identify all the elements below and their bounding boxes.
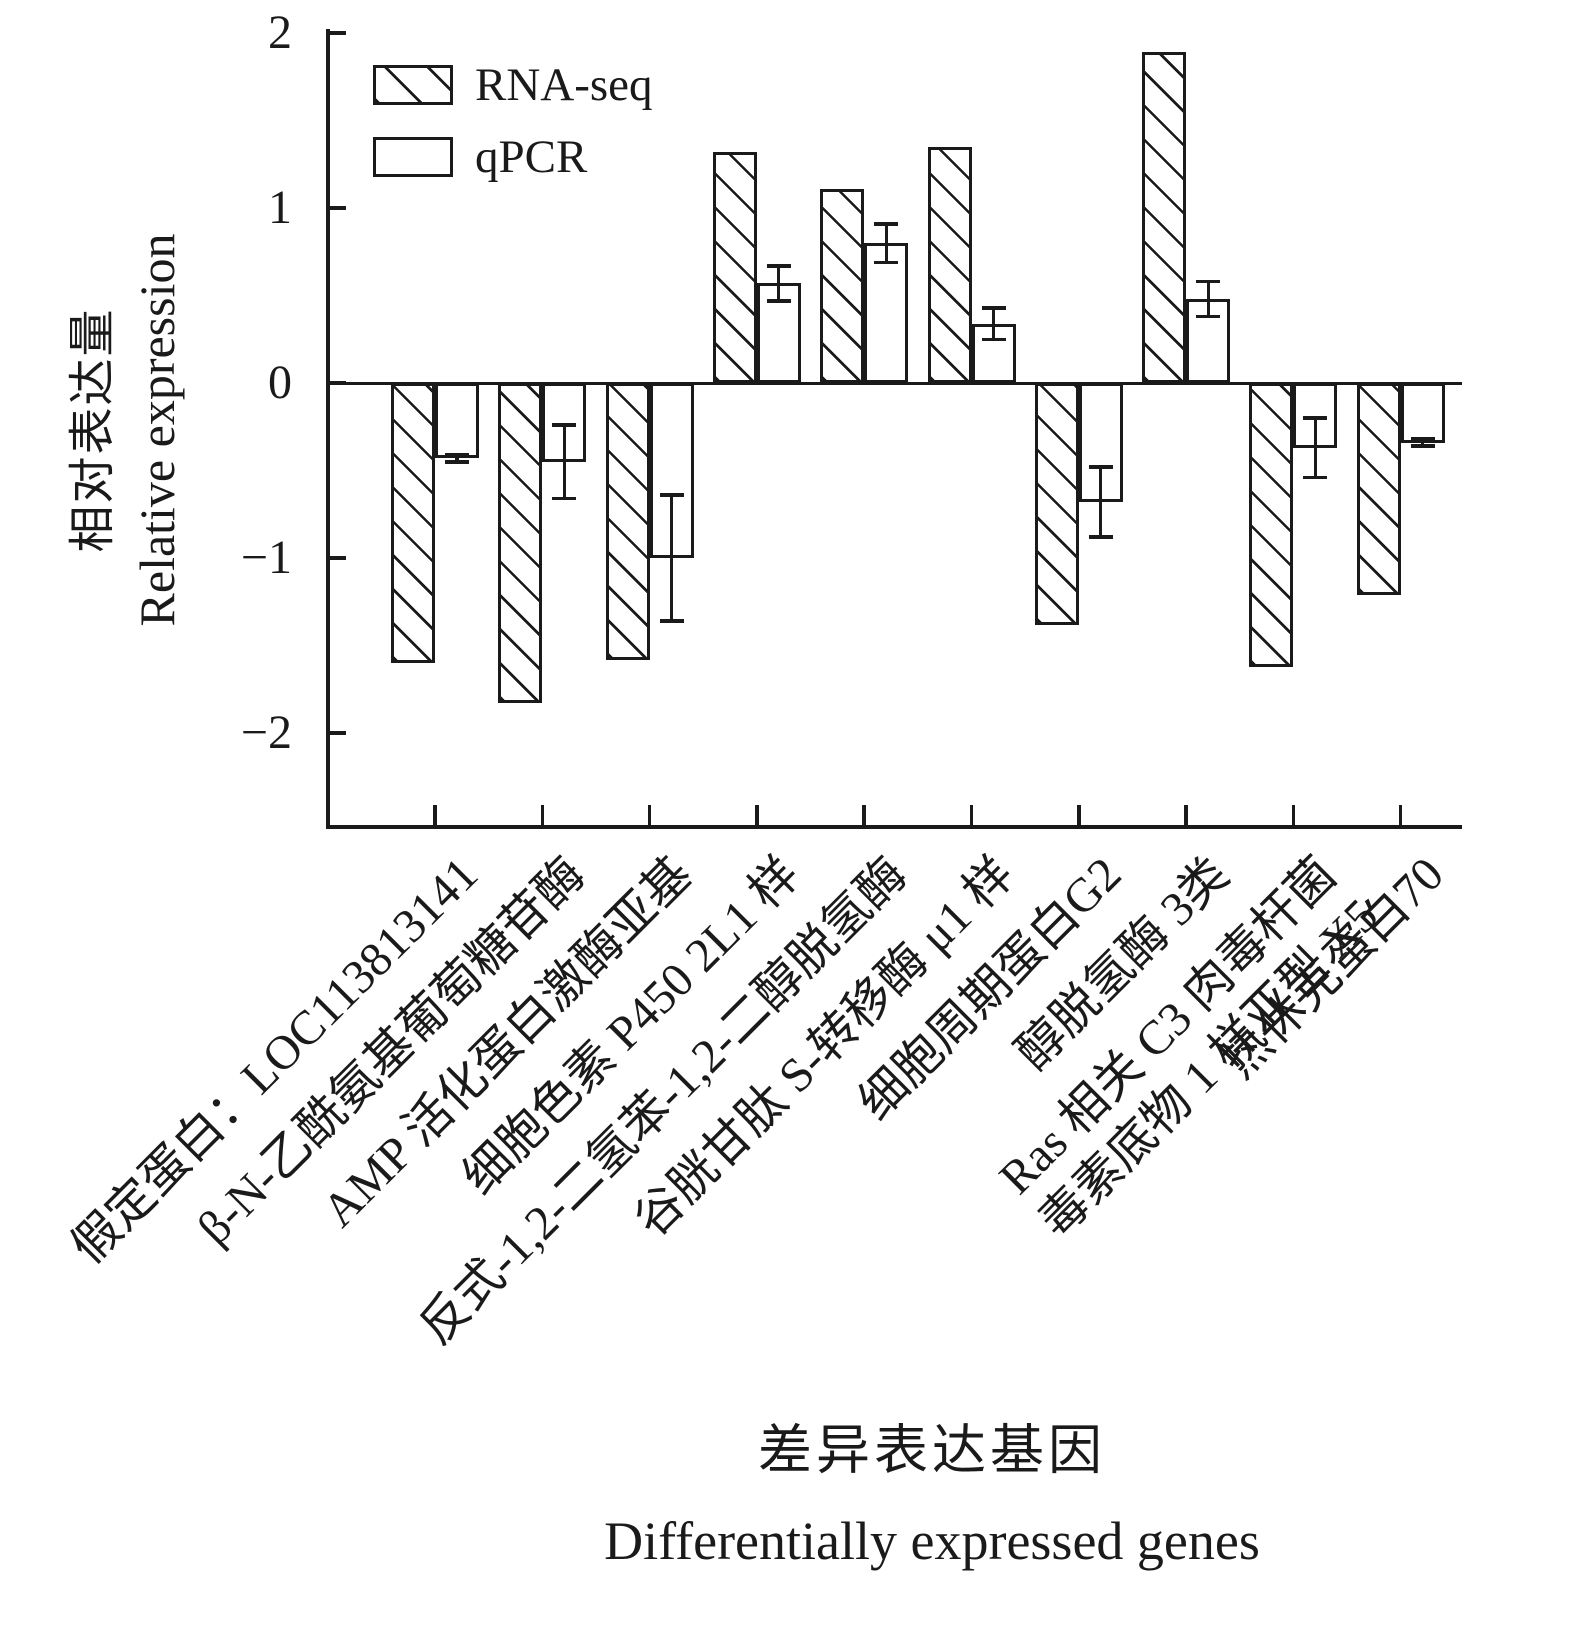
open-swatch-icon [373,137,453,177]
bar-rnaseq-group4 [712,152,757,383]
bar-qpcr-group5 [864,243,909,383]
bar-rnaseq-group2 [498,383,543,704]
error-bar-line-group6 [991,307,996,340]
legend-label: RNA-seq [475,58,653,111]
error-bar-cap-top-group10 [1410,437,1435,441]
legend-label: qPCR [475,130,588,183]
error-bar-line-group4 [777,265,781,301]
bar-qpcr-group1 [435,383,479,459]
zero-baseline [326,381,1462,385]
error-bar-line-group1 [455,454,459,462]
y-tick-label: 0 [268,356,292,409]
y-axis-title-en: Relative expression [129,233,185,627]
x-category-label-line: 假定蛋白：LOC113813141 [61,847,488,1274]
error-bar-cap-top-group7 [1088,465,1113,469]
hatched-swatch-icon [373,65,453,105]
bar-rnaseq-group6 [927,146,972,383]
x-tick [969,805,974,825]
x-tick [1291,805,1296,825]
bar-rnaseq-group3 [605,383,650,660]
bar-rnaseq-group7 [1034,383,1079,625]
bar-rnaseq-group1 [391,383,435,663]
x-tick [1077,805,1081,825]
x-axis-spine [326,825,1462,829]
x-axis-title-en: Differentially expressed genes [604,1511,1260,1571]
x-tick [862,805,866,825]
error-bar-line-group3 [670,495,674,621]
x-axis-title-zh: 差异表达基因 [758,1420,1106,1481]
y-tick [326,206,346,210]
legend: RNA-seq qPCR [373,61,653,209]
error-bar-cap-top-group8 [1196,279,1221,284]
error-bar-line-group9 [1313,418,1317,478]
error-bar-cap-bottom-group8 [1196,314,1221,319]
error-bar-cap-bottom-group5 [874,260,899,264]
error-bar-cap-top-group9 [1303,416,1328,420]
error-bar-cap-bottom-group7 [1088,535,1113,539]
error-bar-cap-bottom-group10 [1410,444,1435,448]
x-tick [540,805,545,825]
error-bar-line-group8 [1206,281,1210,317]
error-bar-cap-bottom-group9 [1303,475,1328,480]
error-bar-cap-bottom-group4 [766,299,791,303]
error-bar-cap-top-group3 [659,493,684,497]
y-tick [326,556,346,560]
x-category-label-group1: 假定蛋白：LOC113813141 [60,846,490,1276]
error-bar-cap-top-group5 [874,222,899,226]
y-tick-label: 2 [268,6,292,59]
y-axis-spine [326,29,330,828]
y-axis-title-zh: 相对表达量 [67,307,120,553]
bar-rnaseq-group8 [1142,52,1187,383]
y-tick [326,381,346,385]
bar-rnaseq-group5 [820,188,865,383]
error-bar-cap-bottom-group6 [981,337,1006,341]
y-tick [326,31,346,35]
legend-item-qpcr: qPCR [373,133,653,180]
error-bar-cap-top-group1 [445,453,469,457]
y-tick-label: −1 [240,531,292,584]
error-bar-line-group10 [1421,439,1425,446]
x-tick [433,805,437,825]
y-tick-label: −2 [240,706,292,759]
error-bar-cap-top-group6 [981,306,1006,310]
y-tick [326,731,346,735]
error-bar-cap-bottom-group2 [552,496,577,501]
x-tick [755,805,759,825]
bar-rnaseq-group9 [1249,383,1294,667]
error-bar-cap-bottom-group3 [659,619,684,623]
bar-rnaseq-group10 [1356,383,1401,595]
error-bar-cap-top-group4 [766,264,791,268]
error-bar-cap-bottom-group1 [445,460,469,464]
error-bar-cap-top-group2 [552,423,577,427]
x-tick [1184,805,1188,825]
bar-qpcr-group10 [1400,383,1445,443]
error-bar-line-group7 [1099,467,1103,537]
error-bar-line-group5 [884,223,888,263]
error-bar-line-group2 [562,425,566,499]
y-tick-label: 1 [268,181,292,234]
x-tick [1398,805,1403,825]
legend-item-rna-seq: RNA-seq [373,61,653,108]
x-tick [647,805,652,825]
